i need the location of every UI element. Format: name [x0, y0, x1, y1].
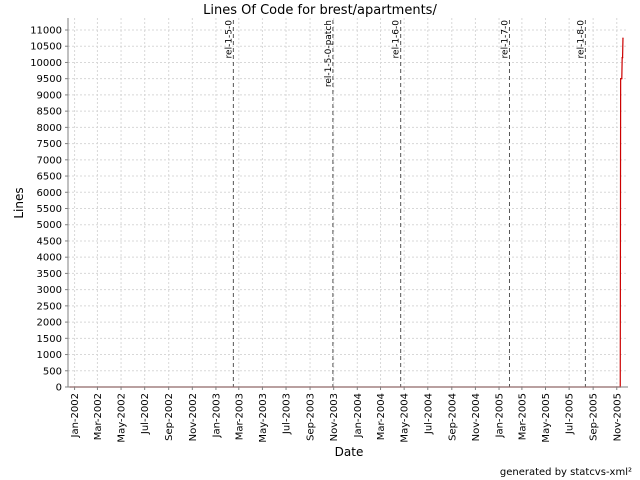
y-tick-label: 5000 [37, 220, 62, 231]
x-tick-label: Sep-2002 [164, 393, 175, 441]
y-tick-label: 6000 [37, 188, 62, 199]
release-marker-label: rel-1-5-0 [224, 20, 234, 59]
y-tick-label: 0 [56, 383, 62, 394]
gridlines [68, 18, 628, 387]
y-tick-label: 11000 [30, 26, 62, 37]
x-tick-label: Nov-2003 [329, 393, 340, 441]
y-tick-label: 2000 [37, 318, 62, 329]
x-tick-label: May-2004 [400, 393, 411, 443]
loc-data-point [621, 56, 624, 59]
y-tick-label: 4500 [37, 236, 62, 247]
release-marker-label: rel-1-8-0 [576, 20, 586, 59]
y-tick-label: 10500 [30, 42, 62, 53]
y-tick-label: 1500 [37, 334, 62, 345]
x-tick-label: Sep-2004 [447, 393, 458, 441]
y-tick-label: 8500 [37, 107, 62, 118]
x-tick-label: Mar-2002 [93, 393, 104, 440]
generator-credit: generated by statcvs-xml² [500, 467, 632, 478]
x-tick-label: Jul-2002 [140, 393, 151, 435]
x-tick-label: Nov-2005 [612, 393, 623, 441]
release-marker-label: rel-1-7-0 [500, 20, 510, 59]
y-tick-label: 1000 [37, 350, 62, 361]
y-tick-label: 500 [43, 366, 62, 377]
y-tick-label: 8000 [37, 123, 62, 134]
x-tick-label: Jan-2005 [495, 393, 506, 438]
release-markers: rel-1-5-0 rel-1-5-0-patch rel-1-6-0 rel-1-7… [224, 20, 586, 387]
y-axis-title: Lines [12, 187, 26, 218]
x-axis-title: Date [335, 445, 364, 459]
loc-data-point [622, 37, 624, 39]
y-tick-label: 4000 [37, 253, 62, 264]
x-tick-label: Jul-2005 [565, 393, 576, 435]
x-tick-label: Jan-2002 [70, 393, 81, 438]
loc-data-point [621, 78, 623, 80]
release-marker-label: rel-1-6-0 [392, 20, 402, 59]
y-tick-label: 2500 [37, 301, 62, 312]
data-series [69, 37, 624, 388]
loc-data-point [620, 78, 622, 80]
y-tick-label: 3500 [37, 269, 62, 280]
y-tick-label: 3000 [37, 285, 62, 296]
y-axis-ticks: 0 500 1000 1500 2000 2500 3000 3500 4000 4500 5000… [30, 26, 68, 394]
x-tick-label: Nov-2004 [471, 393, 482, 441]
x-tick-label: Sep-2003 [306, 393, 317, 441]
y-tick-label: 5500 [37, 204, 62, 215]
x-tick-label: Jul-2004 [423, 393, 434, 435]
x-axis-ticks: Jan-2002 Mar-2002 May-2002 Jul-2002 Sep-2002… [70, 387, 623, 443]
loc-series-line [69, 38, 624, 388]
x-tick-label: Mar-2005 [517, 393, 528, 440]
y-tick-label: 9000 [37, 90, 62, 101]
x-tick-label: May-2003 [258, 393, 269, 443]
y-tick-label: 7000 [37, 155, 62, 166]
y-tick-label: 6500 [37, 172, 62, 183]
x-tick-label: May-2002 [117, 393, 128, 443]
y-tick-label: 7500 [37, 139, 62, 150]
x-tick-label: Mar-2003 [234, 393, 245, 440]
chart-title: Lines Of Code for brest/apartments/ [203, 3, 437, 18]
x-tick-label: Jan-2004 [353, 393, 364, 438]
release-marker-label: rel-1-5-0-patch [324, 20, 334, 87]
x-tick-label: Jul-2003 [282, 393, 293, 435]
y-tick-label: 10000 [30, 58, 62, 69]
x-tick-label: Jan-2003 [211, 393, 222, 438]
y-tick-label: 9500 [37, 74, 62, 85]
x-tick-label: Sep-2005 [589, 393, 600, 441]
x-tick-label: Mar-2004 [376, 393, 387, 440]
x-tick-label: May-2005 [541, 393, 552, 443]
x-tick-label: Nov-2002 [188, 393, 199, 441]
